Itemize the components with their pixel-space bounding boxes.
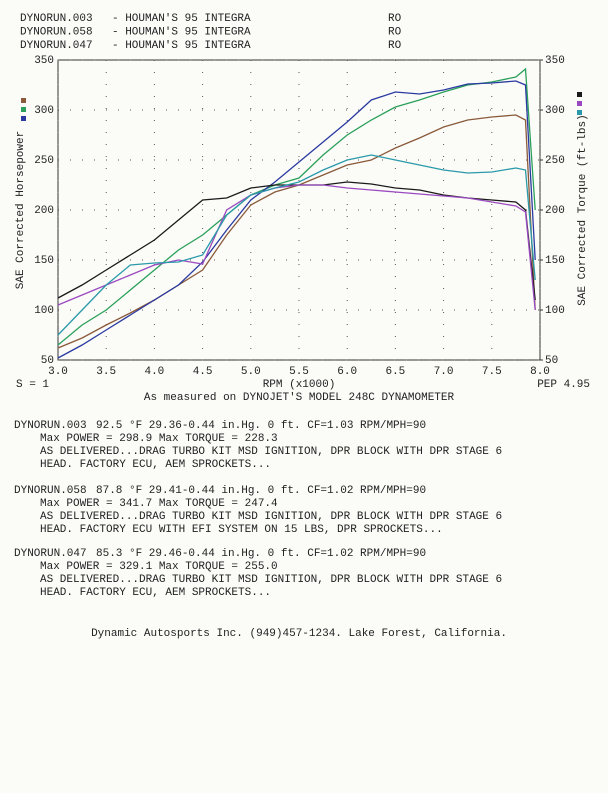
series-line (57, 154, 536, 336)
y2-tick-label: 250 (545, 155, 565, 167)
y-tick-label: 300 (34, 105, 54, 117)
y2-tick-label: 300 (545, 105, 565, 117)
note-max: Max POWER = 341.7 Max TORQUE = 247.4 (40, 498, 278, 510)
y2-axis-label: SAE Corrected Torque (ft-lbs) (577, 114, 589, 305)
x-axis-label: RPM (x1000) (263, 379, 336, 391)
note-run: DYNORUN.003 (14, 420, 87, 432)
header-label: - HOUMAN'S 95 INTEGRA (112, 40, 251, 52)
x-tick-label: 5.0 (241, 366, 261, 378)
y2-tick-label: 350 (545, 55, 565, 67)
note-line: HEAD. FACTORY ECU WITH EFI SYSTEM ON 15 … (40, 524, 443, 536)
header-label: - HOUMAN'S 95 INTEGRA (112, 13, 251, 25)
header-run: DYNORUN.047 (20, 40, 93, 52)
note-conditions: 87.8 °F 29.41-0.44 in.Hg. 0 ft. CF=1.02 … (96, 485, 426, 497)
x-tick-label: 6.0 (337, 366, 357, 378)
y-tick-label: 100 (34, 305, 54, 317)
note-max: Max POWER = 298.9 Max TORQUE = 228.3 (40, 433, 278, 445)
note-run: DYNORUN.058 (14, 485, 87, 497)
series-line (57, 114, 536, 349)
caption: As measured on DYNOJET'S MODEL 248C DYNA… (144, 392, 455, 404)
legend-swatch (21, 107, 26, 112)
note-line: AS DELIVERED...DRAG TURBO KIT MSD IGNITI… (40, 574, 502, 586)
legend-swatch (577, 101, 582, 106)
legend-swatch (21, 98, 26, 103)
y-tick-label: 50 (41, 355, 54, 367)
x-tick-label: 3.0 (48, 366, 68, 378)
left-note: S = 1 (16, 379, 49, 391)
y-tick-label: 150 (34, 255, 54, 267)
x-tick-label: 5.5 (289, 366, 309, 378)
right-note: PEP 4.95 (537, 379, 590, 391)
series-line (57, 184, 536, 311)
header-run: DYNORUN.003 (20, 13, 93, 25)
x-tick-label: 3.5 (96, 366, 116, 378)
note-conditions: 92.5 °F 29.36-0.44 in.Hg. 0 ft. CF=1.03 … (96, 420, 426, 432)
legend-swatch (21, 116, 26, 121)
note-max: Max POWER = 329.1 Max TORQUE = 255.0 (40, 561, 278, 573)
y2-tick-label: 200 (545, 205, 565, 217)
series-line (57, 67, 536, 346)
y-tick-label: 350 (34, 55, 54, 67)
header-code: RO (388, 13, 402, 25)
x-tick-label: 4.5 (193, 366, 213, 378)
note-conditions: 85.3 °F 29.46-0.44 in.Hg. 0 ft. CF=1.02 … (96, 548, 426, 560)
note-line: HEAD. FACTORY ECU, AEM SPROCKETS... (40, 459, 271, 471)
y-tick-label: 200 (34, 205, 54, 217)
x-tick-label: 4.0 (144, 366, 164, 378)
y-tick-label: 250 (34, 155, 54, 167)
x-tick-label: 8.0 (530, 366, 550, 378)
footer: Dynamic Autosports Inc. (949)457-1234. L… (91, 628, 507, 640)
note-line: AS DELIVERED...DRAG TURBO KIT MSD IGNITI… (40, 446, 502, 458)
x-tick-label: 7.0 (434, 366, 454, 378)
header-code: RO (388, 26, 402, 38)
x-tick-label: 6.5 (385, 366, 405, 378)
x-tick-label: 7.5 (482, 366, 502, 378)
header-run: DYNORUN.058 (20, 26, 93, 38)
legend-swatch (577, 110, 582, 115)
note-line: AS DELIVERED...DRAG TURBO KIT MSD IGNITI… (40, 511, 502, 523)
series-line (57, 80, 536, 359)
y2-tick-label: 100 (545, 305, 565, 317)
header-label: - HOUMAN'S 95 INTEGRA (112, 26, 251, 38)
y2-tick-label: 50 (545, 355, 558, 367)
legend-swatch (577, 92, 582, 97)
y2-tick-label: 150 (545, 255, 565, 267)
note-run: DYNORUN.047 (14, 548, 87, 560)
note-line: HEAD. FACTORY ECU, AEM SPROCKETS... (40, 587, 271, 599)
y-axis-label: SAE Corrected Horsepower (15, 131, 27, 289)
series-line (57, 181, 536, 301)
header-code: RO (388, 40, 402, 52)
